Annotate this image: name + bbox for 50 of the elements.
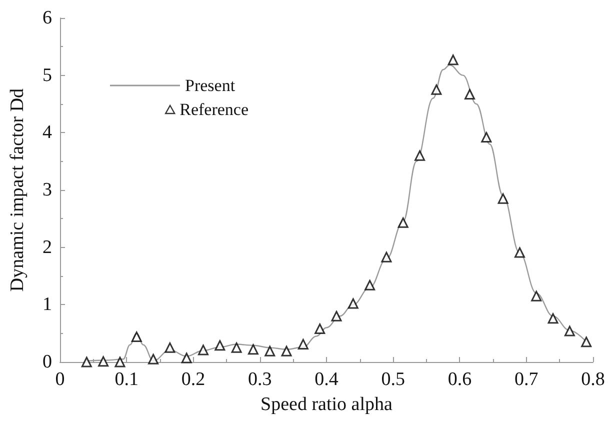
- x-tick-label: 0.2: [181, 369, 206, 390]
- y-axis-title: Dynamic impact factor Dd: [7, 88, 28, 292]
- point: [181, 352, 192, 364]
- point: [231, 342, 242, 353]
- y-tick-label: 2: [42, 236, 52, 258]
- x-tick-label: 0.3: [248, 369, 272, 390]
- point: [548, 313, 558, 324]
- legend-label: Reference: [180, 100, 248, 119]
- y-tick-label: 6: [42, 8, 52, 28]
- point: [414, 150, 426, 161]
- x-tick-label: 0.4: [314, 369, 339, 390]
- point: [214, 340, 226, 351]
- point: [98, 356, 109, 367]
- point: [281, 346, 292, 356]
- x-tick-label: 0.5: [381, 369, 405, 390]
- point: [464, 89, 475, 100]
- point: [114, 356, 126, 368]
- point: [448, 54, 458, 66]
- point: [481, 132, 492, 143]
- x-tick-label: 0.1: [114, 369, 138, 390]
- point: [514, 247, 525, 258]
- point: [298, 338, 308, 350]
- x-tick-label: 0.6: [448, 369, 472, 390]
- point: [314, 323, 326, 334]
- x-tick-label: 0.7: [514, 369, 538, 390]
- y-tick-label: 4: [42, 122, 52, 144]
- point: [148, 354, 159, 364]
- y-tick-label: 5: [42, 64, 52, 86]
- point: [364, 280, 376, 290]
- point: [531, 290, 542, 302]
- x-tick-label: 0.8: [581, 369, 605, 390]
- point: [581, 336, 592, 348]
- point: [264, 346, 276, 356]
- point: [198, 344, 208, 356]
- point: [381, 252, 392, 262]
- point: [398, 217, 408, 228]
- legend-label: Present: [185, 76, 236, 95]
- y-tick-label: 3: [42, 180, 52, 200]
- point: [348, 298, 358, 309]
- y-tick-label: 1: [42, 294, 52, 316]
- point: [331, 310, 342, 322]
- point: [164, 342, 176, 353]
- point: [248, 344, 258, 355]
- point: [131, 332, 142, 342]
- y-tick-label: 0: [42, 352, 52, 372]
- point: [498, 193, 508, 204]
- x-axis-title: Speed ratio alpha: [260, 394, 394, 415]
- point: [81, 356, 92, 368]
- point: [431, 84, 442, 95]
- point: [564, 326, 575, 336]
